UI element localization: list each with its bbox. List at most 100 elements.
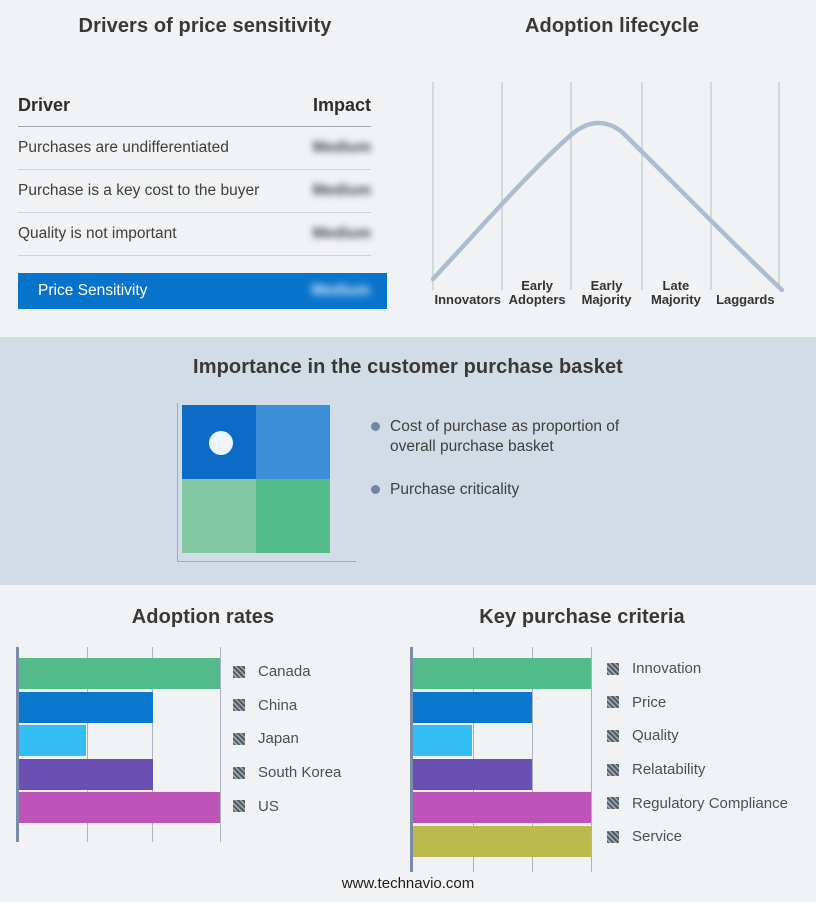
- legend-label: Regulatory Compliance: [632, 794, 788, 812]
- stage-label: Laggards: [716, 292, 775, 308]
- hatched-swatch-icon: [233, 665, 245, 678]
- hatched-swatch-icon: [233, 732, 245, 745]
- position-dot-icon: [209, 431, 233, 455]
- basket-bullet-list: Cost of purchase as proportion of overal…: [371, 417, 649, 523]
- legend-item-canada: Canada: [233, 655, 341, 689]
- price-sensitivity-row: Price Sensitivity Medium: [18, 273, 387, 309]
- bar-innovation: [413, 658, 591, 689]
- legend-item-price: Price: [607, 686, 788, 720]
- bar-south-korea: [19, 758, 153, 790]
- purchase-basket-quadrant: [182, 405, 330, 553]
- stage-label: Early Adopters: [508, 277, 566, 308]
- legend-item-china: China: [233, 689, 341, 723]
- legend-label: China: [258, 696, 298, 714]
- bar-canada: [19, 658, 220, 689]
- key-purchase-criteria-legend: Innovation Price Quality Relatability Regula…: [607, 652, 788, 854]
- quadrant-top-left: [182, 405, 256, 479]
- legend-label: Quality: [632, 727, 679, 745]
- bar-japan: [19, 725, 86, 757]
- bar-us: [19, 792, 220, 824]
- legend-label: Japan: [258, 730, 299, 748]
- driver-row: Purchases are undifferentiated Medium: [18, 127, 371, 170]
- bar-china: [19, 691, 153, 723]
- legend-label: Innovation: [632, 660, 702, 678]
- hatched-swatch-icon: [607, 797, 619, 810]
- price-sensitivity-impact-value: Medium: [311, 282, 370, 299]
- hatched-swatch-icon: [607, 696, 619, 709]
- bar-regulatory-compliance: [413, 792, 591, 824]
- drivers-table-rows: Purchases are undifferentiated Medium Purc…: [18, 127, 387, 256]
- chart-gridline: [591, 647, 592, 872]
- bullet-item: Cost of purchase as proportion of overal…: [371, 417, 649, 457]
- legend-item-japan: Japan: [233, 722, 341, 756]
- quadrant-bottom-right: [256, 479, 330, 553]
- legend-item-relatability: Relatability: [607, 753, 788, 787]
- stage-label: Innovators: [434, 292, 501, 308]
- legend-label: Canada: [258, 663, 311, 681]
- stage-label: Early Majority: [581, 277, 632, 308]
- legend-label: South Korea: [258, 764, 342, 782]
- chart-gridline: [220, 647, 221, 842]
- driver-row: Purchase is a key cost to the buyer Mediu…: [18, 170, 371, 213]
- driver-label: Purchase is a key cost to the buyer: [18, 182, 260, 199]
- adoption-rates-legend: Canada China Japan South Korea US: [233, 655, 341, 823]
- legend-item-south-korea: South Korea: [233, 756, 341, 790]
- lifecycle-stage-labels: Innovators Early Adopters Early Majority La…: [433, 268, 780, 308]
- bullet-item: Purchase criticality: [371, 480, 649, 500]
- price-sensitivity-label: Price Sensitivity: [38, 282, 148, 299]
- legend-label: US: [258, 797, 279, 815]
- quadrant-axis-horizontal: [177, 561, 356, 562]
- key-purchase-criteria-plot: [410, 647, 592, 872]
- impact-value: Medium: [312, 225, 371, 242]
- key-purchase-criteria-title: Key purchase criteria: [479, 606, 685, 628]
- bar-service: [413, 826, 591, 857]
- driver-label: Purchases are undifferentiated: [18, 139, 229, 156]
- quadrant-bottom-left: [182, 479, 256, 553]
- drivers-table: Driver Impact Purchases are undifferenti…: [18, 95, 387, 309]
- legend-label: Service: [632, 828, 683, 846]
- quadrant-axis-vertical: [177, 403, 178, 562]
- quadrant-top-right: [256, 405, 330, 479]
- technavio-link[interactable]: www.technavio.com: [341, 875, 475, 892]
- adoption-rates-plot: [16, 647, 221, 842]
- impact-value: Medium: [312, 139, 371, 156]
- lifecycle-panel-title: Adoption lifecycle: [524, 15, 700, 37]
- hatched-swatch-icon: [233, 800, 245, 813]
- column-header-impact: Impact: [312, 95, 371, 115]
- hatched-swatch-icon: [607, 729, 619, 742]
- hatched-swatch-icon: [233, 699, 245, 712]
- bar-relatability: [413, 758, 532, 790]
- bullet-text: Cost of purchase as proportion of overal…: [390, 418, 620, 456]
- hatched-swatch-icon: [607, 830, 619, 843]
- driver-label: Quality is not important: [18, 225, 177, 242]
- stage-label: Late Majority: [651, 277, 701, 308]
- adoption-rates-title: Adoption rates: [131, 606, 275, 628]
- chart-gridline: [152, 647, 153, 842]
- legend-item-innovation: Innovation: [607, 652, 788, 686]
- bar-price: [413, 691, 532, 723]
- legend-item-quality: Quality: [607, 719, 788, 753]
- legend-item-service: Service: [607, 820, 788, 854]
- lifecycle-chart: [430, 82, 785, 293]
- legend-label: Price: [632, 693, 667, 711]
- hatched-swatch-icon: [607, 662, 619, 675]
- chart-gridline: [532, 647, 533, 872]
- hatched-swatch-icon: [607, 763, 619, 776]
- hatched-swatch-icon: [233, 766, 245, 779]
- legend-item-us: US: [233, 789, 341, 823]
- drivers-table-header: Driver Impact: [18, 95, 371, 127]
- lifecycle-curve: [430, 120, 785, 293]
- impact-value: Medium: [312, 182, 371, 199]
- legend-item-regulatory-compliance: Regulatory Compliance: [607, 786, 788, 820]
- drivers-panel-title: Drivers of price sensitivity: [78, 15, 332, 37]
- driver-row: Quality is not important Medium: [18, 213, 371, 256]
- bullet-icon: [371, 485, 380, 495]
- bar-quality: [413, 725, 473, 757]
- column-header-driver: Driver: [18, 95, 71, 115]
- purchase-basket-band: Importance in the customer purchase bask…: [0, 337, 816, 585]
- legend-label: Relatability: [632, 761, 706, 779]
- bullet-icon: [371, 422, 380, 431]
- bullet-text: Purchase criticality: [390, 481, 520, 499]
- chart-gridline: [87, 647, 88, 842]
